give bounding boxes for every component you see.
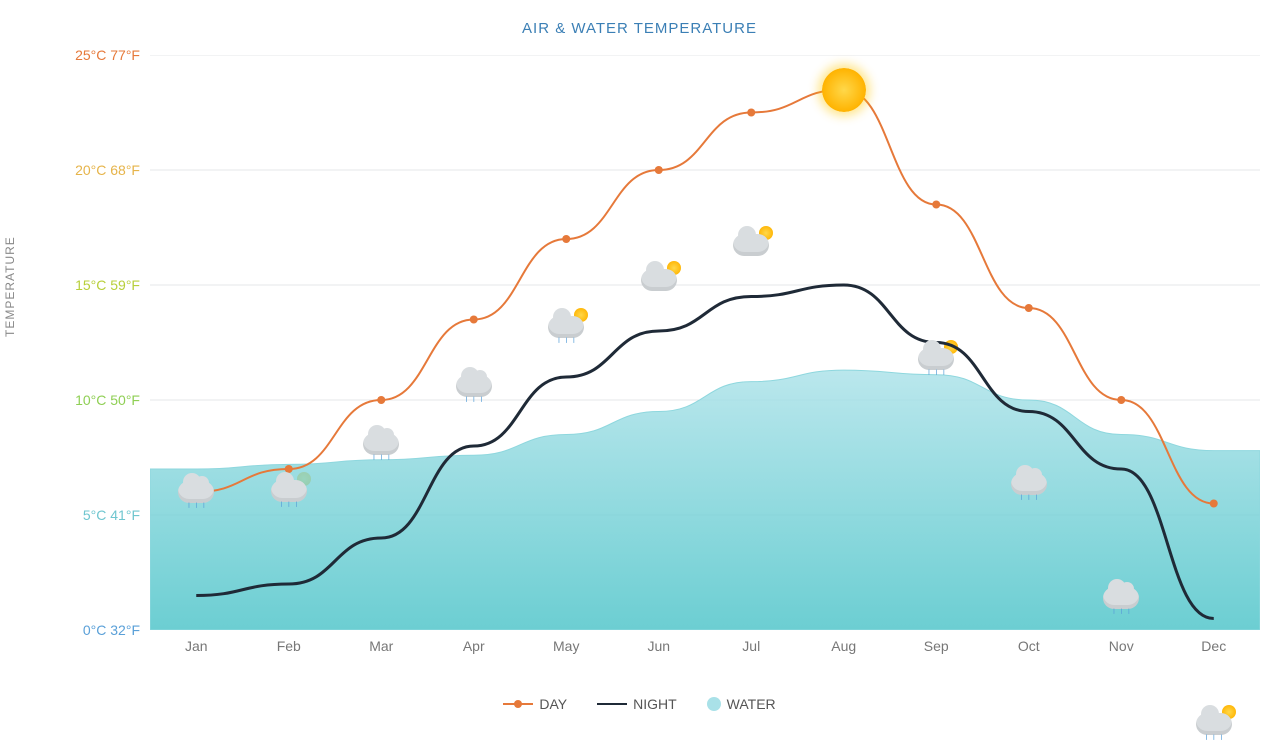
x-tick-label: May (546, 638, 586, 654)
day-marker (1117, 396, 1125, 404)
legend-label-day: DAY (539, 696, 567, 712)
legend-item-day: DAY (503, 696, 567, 712)
day-marker (655, 166, 663, 174)
y-tick-label: 20°C 68°F (50, 162, 140, 178)
legend-item-water: WATER (707, 696, 776, 712)
chart-title: AIR & WATER TEMPERATURE (0, 20, 1279, 37)
y-axis-title: TEMPERATURE (3, 236, 17, 337)
x-tick-label: Jul (731, 638, 771, 654)
x-tick-label: Feb (269, 638, 309, 654)
cloud-sun-icon: ╵╵╵ (271, 480, 307, 502)
series-water-area (150, 370, 1260, 630)
legend-swatch-day (503, 703, 533, 705)
y-tick-label: 10°C 50°F (50, 392, 140, 408)
x-tick-label: Sep (916, 638, 956, 654)
x-tick-label: Aug (824, 638, 864, 654)
y-tick-label: 15°C 59°F (50, 277, 140, 293)
cloud-sun-icon (641, 269, 677, 291)
rain-cloud-icon: ╵╵╵ (1103, 587, 1139, 609)
cloud-sun-icon (733, 234, 769, 256)
x-tick-label: Dec (1194, 638, 1234, 654)
legend-label-night: NIGHT (633, 696, 677, 712)
y-tick-label: 5°C 41°F (50, 507, 140, 523)
x-tick-label: Jan (176, 638, 216, 654)
x-tick-label: Apr (454, 638, 494, 654)
sun-icon (822, 68, 866, 112)
rain-cloud-icon: ╵╵╵ (363, 433, 399, 455)
x-tick-label: Jun (639, 638, 679, 654)
y-tick-label: 0°C 32°F (50, 622, 140, 638)
legend-item-night: NIGHT (597, 696, 677, 712)
day-marker (1025, 304, 1033, 312)
rain-cloud-icon: ╵╵╵ (178, 481, 214, 503)
cloud-sun-icon: ╵╵╵ (918, 348, 954, 370)
day-marker (932, 201, 940, 209)
temperature-chart: AIR & WATER TEMPERATURE TEMPERATURE 0°C … (0, 0, 1279, 720)
plot-area (150, 55, 1260, 630)
rain-cloud-icon: ╵╵╵ (1011, 473, 1047, 495)
x-tick-label: Mar (361, 638, 401, 654)
legend-swatch-water (707, 697, 721, 711)
day-marker (1210, 500, 1218, 508)
cloud-sun-icon: ╵╵╵ (1196, 713, 1232, 735)
day-marker (470, 316, 478, 324)
legend-label-water: WATER (727, 696, 776, 712)
chart-legend: DAY NIGHT WATER (0, 696, 1279, 712)
day-marker (562, 235, 570, 243)
legend-swatch-night (597, 703, 627, 705)
day-marker (377, 396, 385, 404)
x-tick-label: Nov (1101, 638, 1141, 654)
day-marker (747, 109, 755, 117)
x-tick-label: Oct (1009, 638, 1049, 654)
rain-cloud-icon: ╵╵╵ (456, 375, 492, 397)
cloud-sun-icon: ╵╵╵ (548, 316, 584, 338)
y-tick-label: 25°C 77°F (50, 47, 140, 63)
